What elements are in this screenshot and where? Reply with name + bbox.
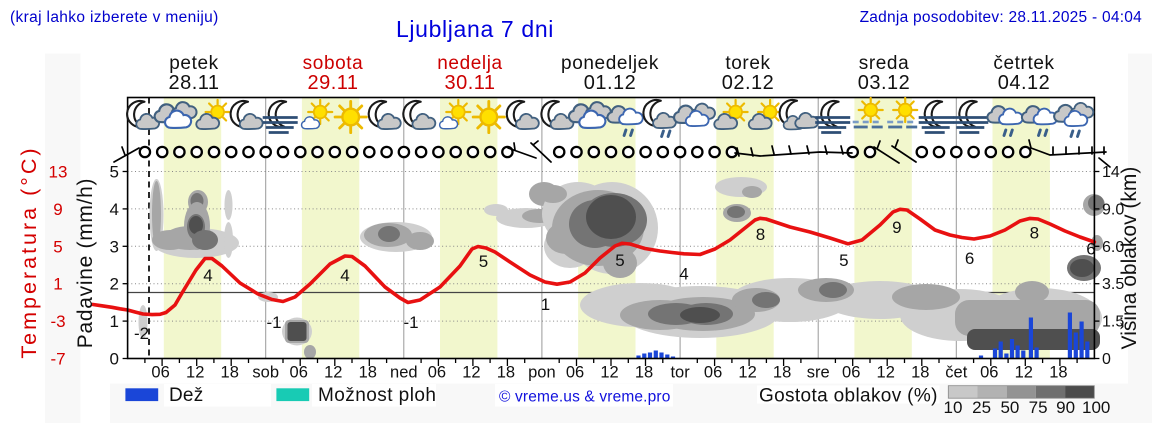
svg-text:6.0: 6.0 [1102,239,1124,256]
svg-text:8: 8 [756,225,765,244]
svg-text:06: 06 [428,364,446,382]
svg-text:5: 5 [839,251,848,270]
svg-text:12: 12 [462,364,480,382]
svg-text:tor: tor [670,364,690,382]
svg-text:sob: sob [252,364,279,382]
svg-text:četrtek: četrtek [993,53,1054,74]
svg-text:06: 06 [704,364,722,382]
svg-text:5: 5 [110,163,119,182]
svg-text:1: 1 [541,295,550,314]
svg-text:12: 12 [600,364,618,382]
svg-text:29.11: 29.11 [307,72,358,94]
svg-text:5: 5 [479,252,488,271]
svg-text:12: 12 [1015,364,1033,382]
svg-text:-1: -1 [403,313,418,332]
svg-text:06: 06 [566,364,584,382]
svg-text:Ljubljana 7 dni: Ljubljana 7 dni [396,16,554,42]
svg-text:ned: ned [390,364,418,382]
svg-text:Zadnja posodobitev: 28.11.2025: Zadnja posodobitev: 28.11.2025 - 04:04 [860,9,1143,26]
svg-text:9: 9 [892,218,901,237]
svg-text:9: 9 [53,200,62,219]
svg-text:18: 18 [221,364,239,382]
svg-text:18: 18 [911,364,929,382]
svg-text:-2: -2 [134,324,149,343]
svg-text:1.5: 1.5 [1102,314,1124,331]
svg-text:© vreme.us & vreme.pro: © vreme.us & vreme.pro [499,389,671,406]
svg-text:Padavine (mm/h): Padavine (mm/h) [74,178,97,348]
svg-text:03.12: 03.12 [858,72,911,94]
svg-text:6: 6 [1086,240,1095,259]
svg-text:14: 14 [1102,164,1120,181]
svg-text:čet: čet [945,364,967,382]
svg-text:18: 18 [773,364,791,382]
svg-text:90: 90 [1056,398,1075,417]
svg-text:Gostota oblakov (%): Gostota oblakov (%) [759,386,938,407]
svg-text:30.11: 30.11 [444,72,495,94]
svg-text:18: 18 [635,364,653,382]
svg-text:-7: -7 [50,350,65,369]
svg-text:2: 2 [110,275,119,294]
svg-text:3: 3 [110,237,119,256]
svg-text:18: 18 [497,364,515,382]
svg-text:torek: torek [725,53,770,74]
svg-text:10: 10 [944,398,963,417]
svg-text:5: 5 [615,251,624,270]
svg-text:12: 12 [877,364,895,382]
svg-text:ponedeljek: ponedeljek [561,53,659,74]
svg-text:01.12: 01.12 [584,72,637,94]
svg-text:0: 0 [1102,351,1111,368]
svg-text:pon: pon [528,364,556,382]
svg-text:12: 12 [324,364,342,382]
svg-text:Temperatura (°C): Temperatura (°C) [17,145,41,358]
svg-text:5: 5 [53,237,62,256]
svg-text:0: 0 [110,350,119,369]
svg-text:13: 13 [49,163,68,182]
svg-text:6: 6 [965,249,974,268]
svg-text:18: 18 [1049,364,1067,382]
svg-text:28.11: 28.11 [168,72,219,94]
svg-text:50: 50 [1000,398,1019,417]
svg-text:8: 8 [1030,224,1039,243]
svg-text:06: 06 [842,364,860,382]
svg-text:12: 12 [186,364,204,382]
svg-text:Možnost ploh: Možnost ploh [318,385,436,406]
svg-text:25: 25 [972,398,991,417]
svg-text:06: 06 [290,364,308,382]
svg-text:12: 12 [738,364,756,382]
svg-text:Višina oblakov (km): Višina oblakov (km) [1118,167,1141,350]
svg-text:4: 4 [203,266,212,285]
svg-text:-1: -1 [266,313,281,332]
svg-text:4: 4 [340,266,349,285]
svg-text:3.5: 3.5 [1102,276,1124,293]
svg-text:sre: sre [807,364,830,382]
svg-text:02.12: 02.12 [722,72,775,94]
svg-text:04.12: 04.12 [998,72,1051,94]
svg-text:4: 4 [110,200,119,219]
svg-text:petek: petek [169,53,218,74]
svg-text:Dež: Dež [169,385,203,406]
svg-text:06: 06 [980,364,998,382]
svg-text:06: 06 [151,364,169,382]
svg-text:(kraj lahko izberete v meniju): (kraj lahko izberete v meniju) [10,9,219,26]
svg-text:9.0: 9.0 [1102,201,1124,218]
svg-text:-3: -3 [50,312,65,331]
svg-text:1: 1 [53,275,62,294]
svg-text:1: 1 [110,312,119,331]
svg-text:4: 4 [679,265,688,284]
svg-text:nedelja: nedelja [437,53,502,74]
svg-text:sobota: sobota [303,53,364,74]
svg-text:75: 75 [1029,398,1048,417]
svg-text:100: 100 [1082,398,1110,417]
svg-text:sreda: sreda [859,53,910,74]
svg-text:18: 18 [359,364,377,382]
